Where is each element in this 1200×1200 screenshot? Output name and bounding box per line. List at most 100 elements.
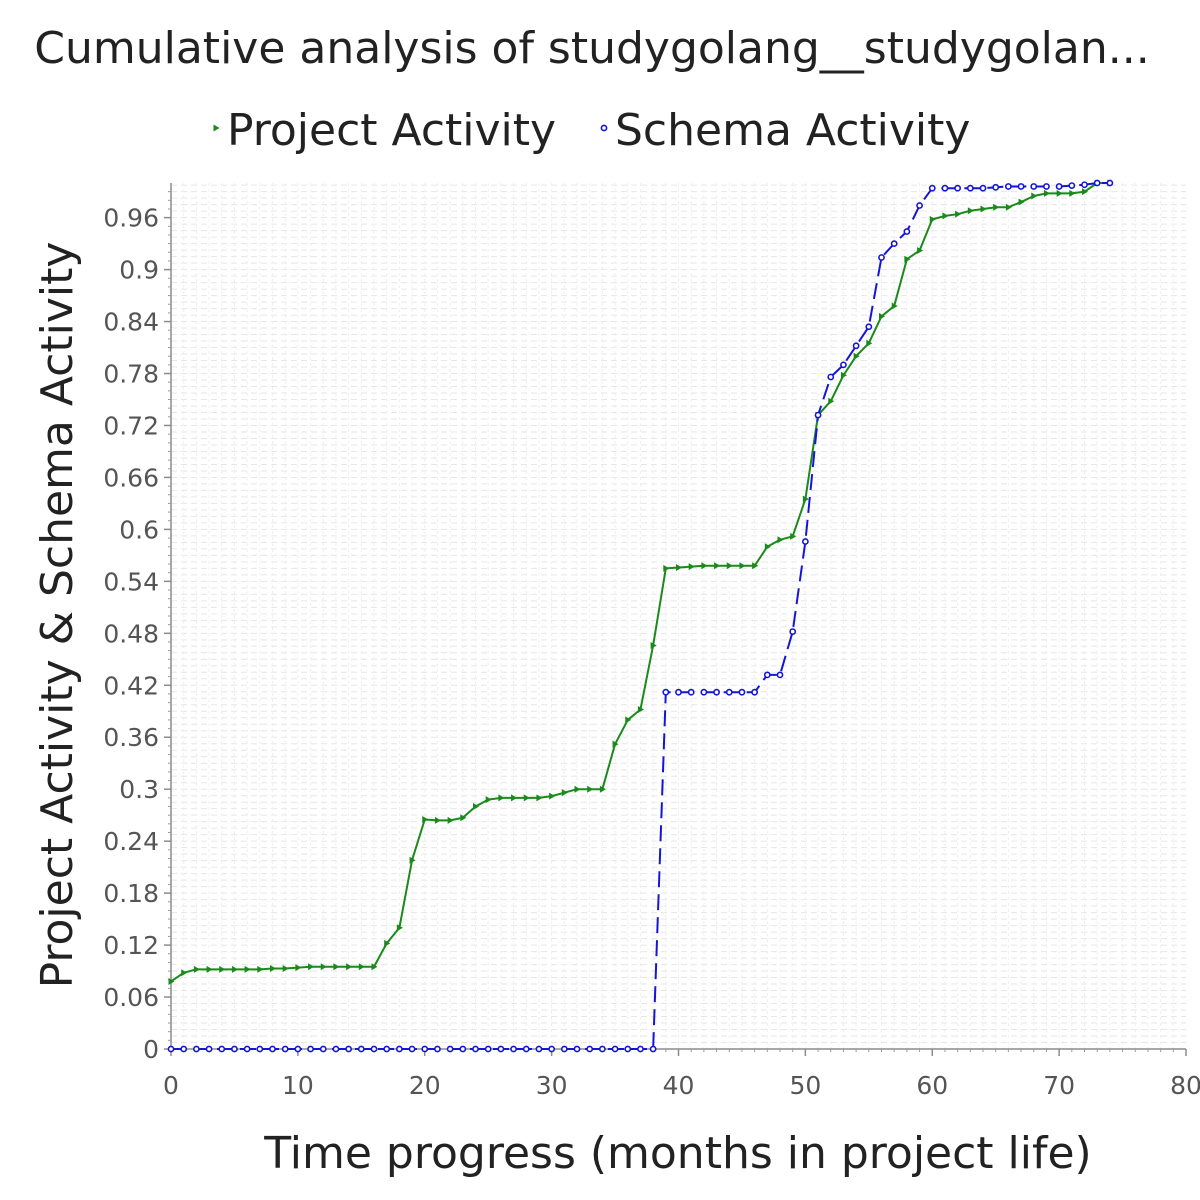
data-point <box>928 184 936 192</box>
data-point <box>853 352 860 360</box>
data-point <box>460 814 467 822</box>
data-point <box>802 495 809 503</box>
data-point <box>1030 183 1038 190</box>
data-point <box>370 1045 378 1053</box>
data-point <box>395 1045 403 1053</box>
data-point <box>536 794 543 802</box>
data-point <box>358 963 365 971</box>
data-point <box>308 963 315 971</box>
data-point <box>1043 189 1050 197</box>
data-point <box>384 939 391 947</box>
y-tick-label: 0.96 <box>103 204 159 233</box>
legend-item-1: Schema Activity <box>600 105 970 156</box>
data-point <box>497 1045 505 1053</box>
data-point <box>637 1045 644 1053</box>
x-axis-title: Time progress (months in project life) <box>263 1128 1091 1179</box>
data-point <box>942 212 949 220</box>
data-point <box>1055 183 1063 190</box>
data-point <box>243 1045 251 1053</box>
y-tick-label: 0.24 <box>103 827 159 856</box>
data-point <box>891 302 898 310</box>
y-tick-label: 0.06 <box>103 983 159 1012</box>
legend-label: Schema Activity <box>615 105 970 156</box>
data-point <box>917 247 924 255</box>
data-point <box>1082 188 1088 196</box>
data-point <box>447 816 454 824</box>
data-point <box>663 564 670 572</box>
data-point <box>599 785 606 793</box>
data-point <box>409 856 416 864</box>
data-point <box>929 215 936 223</box>
data-point <box>168 977 175 985</box>
x-tick-label: 0 <box>163 1071 179 1100</box>
data-point <box>573 1045 581 1053</box>
legend-marker <box>600 124 608 132</box>
chart-legend: Project Activity Schema Activity <box>213 105 970 156</box>
data-point <box>421 1045 429 1053</box>
data-point <box>472 1045 479 1053</box>
data-point <box>865 323 873 331</box>
data-point <box>966 184 974 192</box>
y-tick-label: 0.6 <box>119 515 159 544</box>
data-point <box>1031 192 1038 200</box>
data-point <box>1056 189 1063 197</box>
data-point <box>446 1045 454 1053</box>
data-point <box>332 1045 340 1053</box>
data-point <box>319 1045 327 1053</box>
data-point <box>206 965 213 973</box>
y-tick-label: 0.3 <box>119 775 159 804</box>
data-point <box>726 562 733 570</box>
y-tick-label: 0.12 <box>103 931 159 960</box>
data-point <box>1093 179 1101 187</box>
data-point <box>1043 183 1050 190</box>
data-point <box>979 184 987 192</box>
x-tick-label: 70 <box>1043 1071 1075 1100</box>
data-point <box>676 564 682 572</box>
data-point <box>701 562 708 570</box>
data-point <box>827 373 835 381</box>
y-tick-label: 0.9 <box>119 256 159 285</box>
data-point <box>219 965 226 973</box>
data-point <box>611 1045 619 1053</box>
data-point <box>180 1045 188 1053</box>
data-point <box>231 965 238 973</box>
data-point <box>270 964 276 972</box>
data-point <box>739 562 746 570</box>
data-point <box>282 964 289 972</box>
data-point <box>586 1045 594 1053</box>
data-point <box>714 562 721 570</box>
data-point <box>1017 183 1025 190</box>
data-point <box>954 184 962 192</box>
data-point <box>624 1045 632 1053</box>
data-point <box>510 1045 517 1053</box>
data-point <box>852 342 860 350</box>
data-point <box>992 183 1000 191</box>
data-point <box>725 688 733 696</box>
data-point <box>890 240 898 248</box>
y-tick-label: 0 <box>143 1035 159 1064</box>
y-axis-title: Project Activity & Schema Activity <box>32 242 83 989</box>
data-point <box>498 794 505 802</box>
chart-grid <box>171 183 1186 1050</box>
data-point <box>828 397 835 405</box>
data-point <box>688 563 695 571</box>
data-point <box>650 641 657 649</box>
data-point <box>345 1045 353 1053</box>
y-tick-label: 0.36 <box>103 723 159 752</box>
data-point <box>560 1045 568 1053</box>
data-point <box>675 688 682 696</box>
data-point <box>549 792 556 800</box>
data-point <box>967 207 974 215</box>
data-point <box>192 1045 200 1053</box>
data-point <box>612 740 619 748</box>
data-point <box>357 1045 365 1053</box>
data-point <box>244 965 251 973</box>
y-tick-label: 0.54 <box>103 567 159 596</box>
data-point <box>231 1045 238 1053</box>
data-point <box>776 671 784 679</box>
data-point <box>408 1045 416 1053</box>
data-point <box>1068 182 1076 189</box>
data-point <box>993 203 1000 211</box>
